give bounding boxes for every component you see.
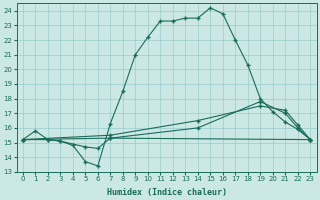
X-axis label: Humidex (Indice chaleur): Humidex (Indice chaleur)	[107, 188, 227, 197]
